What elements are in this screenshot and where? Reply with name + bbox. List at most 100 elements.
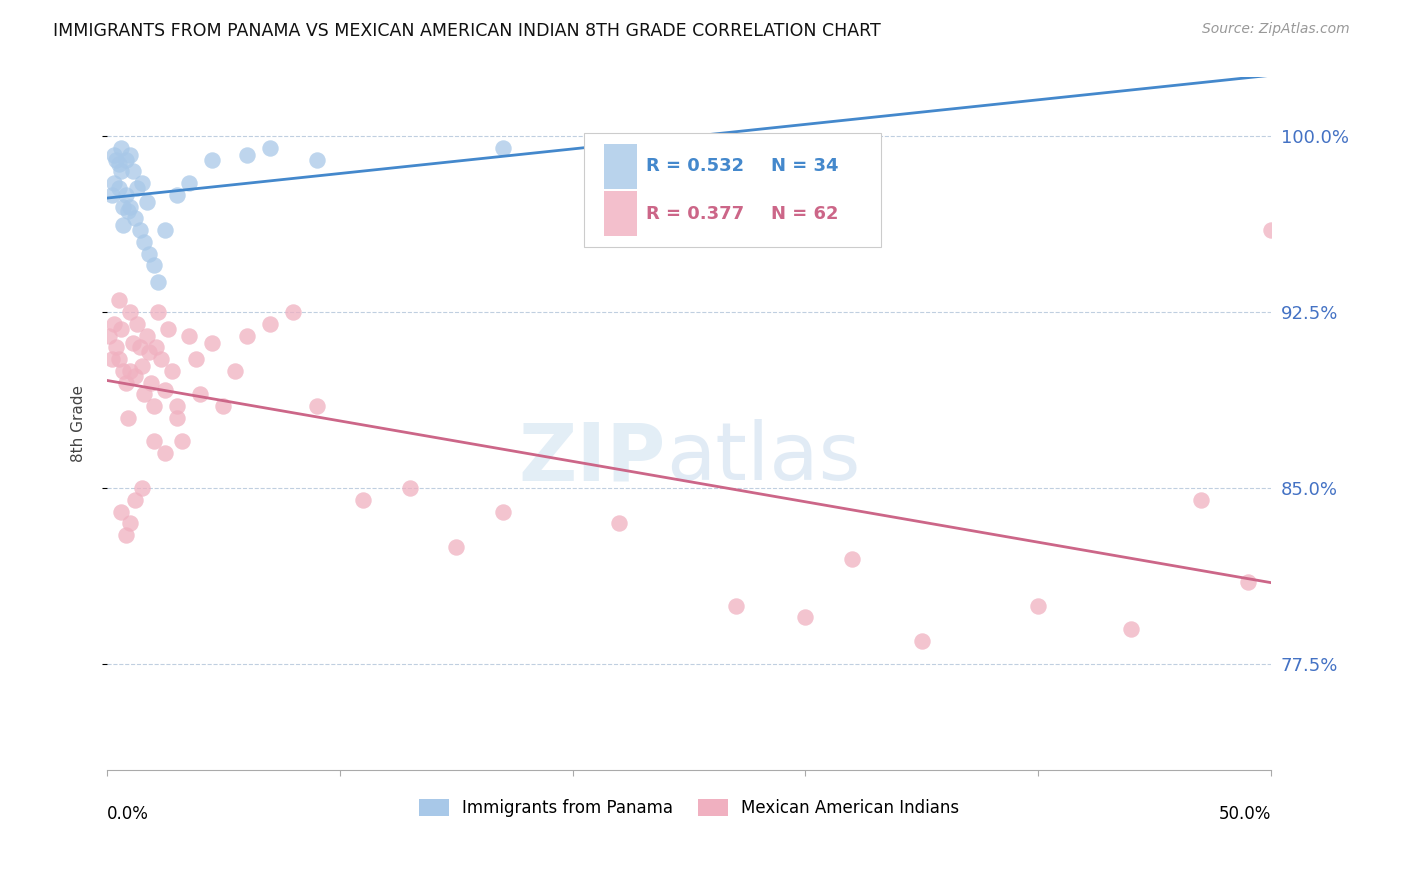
Text: N = 34: N = 34 (770, 157, 838, 176)
Point (201, 335, 224, 350)
Point (166, 399, 188, 413)
Point (98, 328, 121, 343)
Point (114, 376, 136, 390)
Point (131, 481, 153, 495)
Point (841, 551, 863, 566)
Point (259, 317, 281, 331)
Point (138, 345, 160, 359)
Point (305, 153, 328, 167)
Point (107, 352, 129, 367)
Point (145, 340, 167, 354)
Point (135, 328, 157, 343)
Text: atlas: atlas (666, 419, 860, 498)
Point (283, 305, 305, 319)
Point (110, 164, 132, 178)
Point (236, 148, 259, 162)
Point (607, 516, 630, 531)
Point (103, 148, 125, 162)
Point (107, 157, 129, 171)
Point (110, 505, 132, 519)
Point (110, 141, 132, 155)
Point (127, 181, 149, 195)
Point (155, 446, 177, 460)
Point (177, 328, 200, 343)
Point (1236, 575, 1258, 590)
Point (735, 134, 758, 148)
Point (114, 153, 136, 167)
Point (1026, 599, 1049, 613)
Point (170, 434, 193, 449)
Point (141, 376, 163, 390)
Point (105, 153, 128, 167)
Point (105, 340, 128, 354)
Point (224, 364, 246, 378)
FancyBboxPatch shape (605, 144, 637, 189)
FancyBboxPatch shape (585, 133, 882, 247)
Point (134, 387, 156, 401)
Text: N = 62: N = 62 (770, 204, 838, 223)
Point (162, 364, 184, 378)
Point (724, 599, 747, 613)
Text: ZIP: ZIP (519, 419, 666, 498)
Text: IMMIGRANTS FROM PANAMA VS MEXICAN AMERICAN INDIAN 8TH GRADE CORRELATION CHART: IMMIGRANTS FROM PANAMA VS MEXICAN AMERIC… (53, 22, 882, 40)
Point (124, 211, 146, 226)
Point (492, 141, 515, 155)
Point (100, 187, 122, 202)
Point (134, 235, 156, 249)
Point (107, 293, 129, 308)
Point (120, 305, 142, 319)
Text: Source: ZipAtlas.com: Source: ZipAtlas.com (1202, 22, 1350, 37)
Point (1260, 223, 1282, 237)
Point (117, 410, 139, 425)
Point (446, 540, 468, 554)
Point (794, 610, 817, 624)
Point (112, 200, 135, 214)
Point (142, 434, 165, 449)
Point (148, 275, 170, 289)
Point (135, 194, 157, 209)
Point (911, 633, 934, 648)
Point (124, 368, 146, 383)
Point (114, 187, 136, 202)
Point (117, 204, 139, 219)
Point (259, 141, 281, 155)
Point (131, 359, 153, 374)
Point (1121, 622, 1143, 636)
Point (103, 176, 125, 190)
Point (155, 383, 177, 397)
Point (166, 410, 188, 425)
Point (177, 176, 200, 190)
Point (110, 321, 132, 335)
Point (184, 352, 207, 367)
Text: 0.0%: 0.0% (107, 805, 149, 823)
Point (352, 493, 374, 508)
Point (121, 335, 143, 350)
Point (398, 481, 420, 495)
Text: 50.0%: 50.0% (1219, 805, 1271, 823)
Point (149, 352, 172, 367)
Point (112, 219, 135, 233)
Point (212, 399, 235, 413)
Point (128, 223, 150, 237)
Point (120, 200, 142, 214)
Point (201, 153, 224, 167)
Point (107, 181, 129, 195)
Text: R = 0.377: R = 0.377 (645, 204, 744, 223)
Point (142, 399, 165, 413)
Point (138, 246, 160, 260)
Point (236, 328, 259, 343)
Point (114, 528, 136, 542)
Text: R = 0.532: R = 0.532 (645, 157, 744, 176)
Point (127, 317, 149, 331)
Point (142, 258, 165, 272)
Point (112, 364, 135, 378)
Point (121, 164, 143, 178)
Point (166, 187, 188, 202)
Point (148, 305, 170, 319)
Point (305, 399, 328, 413)
Point (120, 148, 142, 162)
Legend: Immigrants from Panama, Mexican American Indians: Immigrants from Panama, Mexican American… (412, 792, 966, 824)
Point (131, 176, 153, 190)
Point (124, 493, 146, 508)
Point (156, 321, 179, 335)
